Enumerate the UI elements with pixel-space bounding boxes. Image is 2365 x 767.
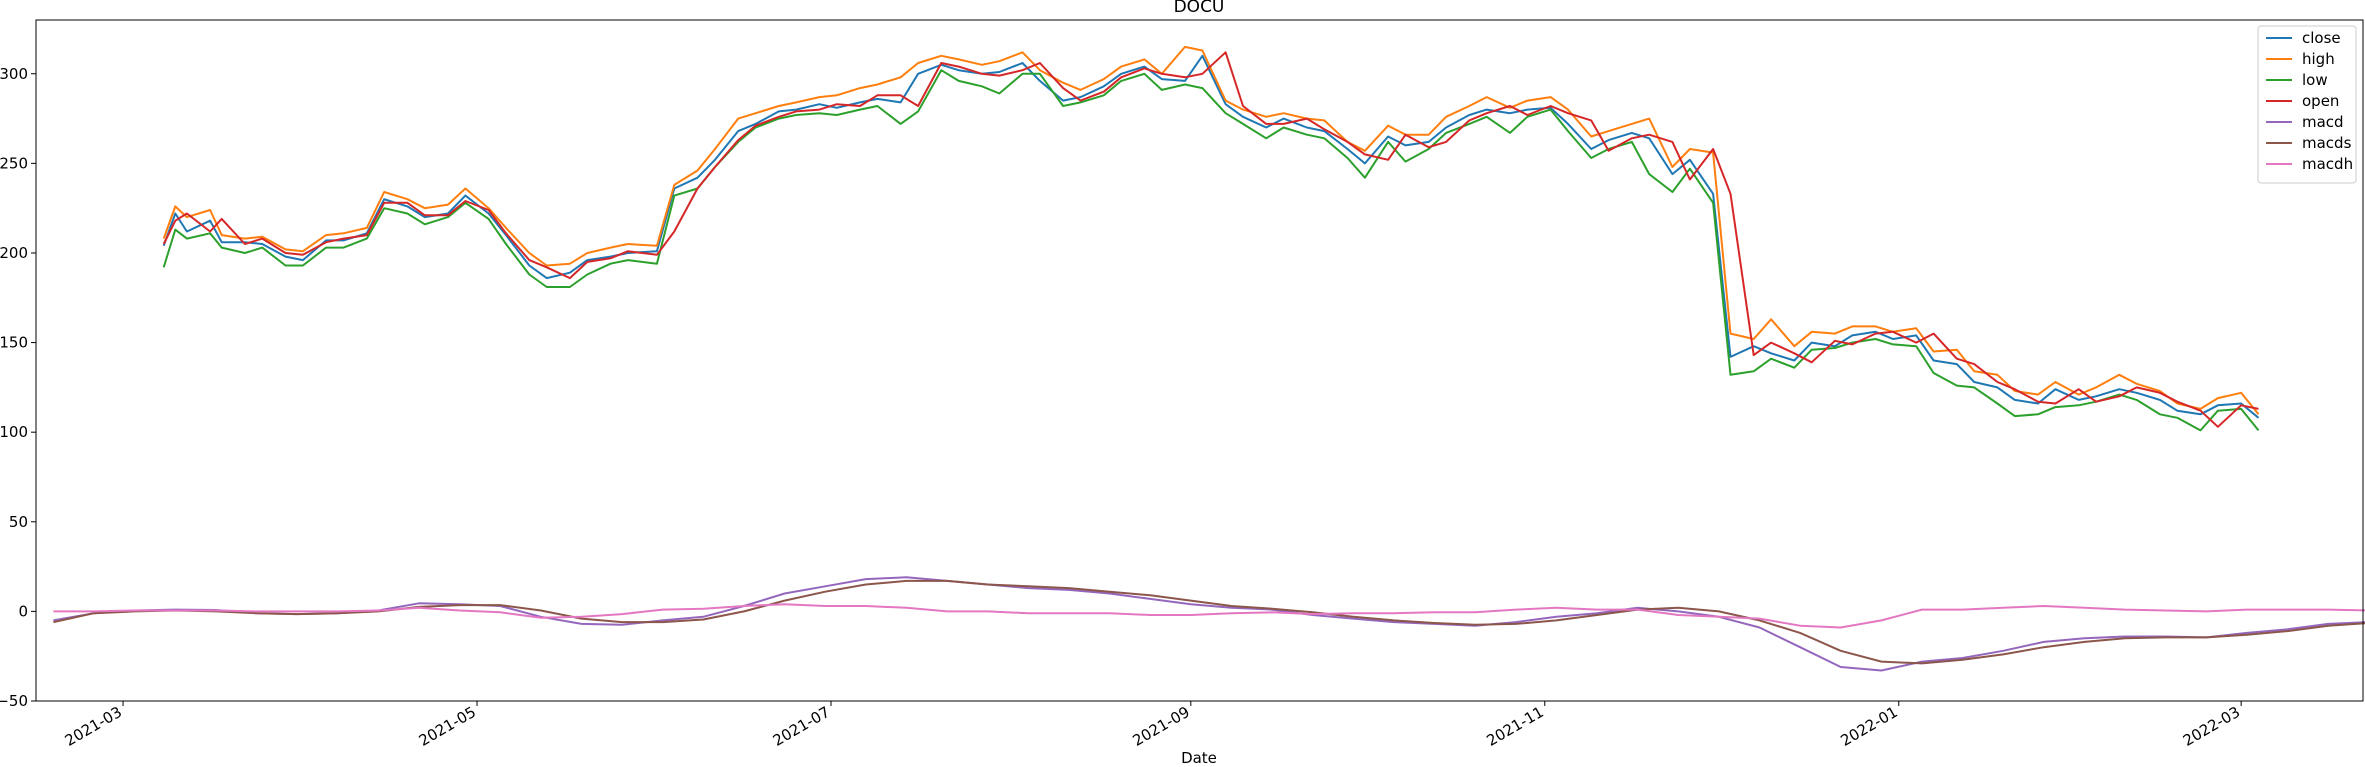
- legend-label-macd: macd: [2302, 113, 2344, 131]
- y-axis: −50 0 50 100 150 200 250 300: [0, 65, 36, 710]
- y-tick-label: 100: [0, 423, 28, 441]
- legend-label-open: open: [2302, 92, 2339, 110]
- series-line-high: [162, 45, 2260, 415]
- y-tick-label: −50: [0, 692, 28, 710]
- y-tick-label: 200: [0, 244, 28, 262]
- x-axis-label: Date: [1181, 749, 1217, 767]
- series-line-macdh: [53, 603, 2365, 629]
- y-tick-label: 0: [18, 602, 28, 620]
- legend-label-high: high: [2302, 50, 2335, 68]
- series-layer: [53, 45, 2365, 672]
- y-tick-label: 150: [0, 334, 28, 352]
- legend-label-macds: macds: [2302, 134, 2352, 152]
- series-line-macd: [53, 576, 2365, 672]
- y-tick-label: 250: [0, 154, 28, 172]
- series-line-close: [162, 54, 2260, 419]
- series-line-open: [162, 51, 2259, 428]
- series-line-low: [162, 69, 2260, 432]
- y-tick-label: 300: [0, 65, 28, 83]
- legend-label-macdh: macdh: [2302, 155, 2353, 173]
- chart-title: DOCU: [1174, 0, 1225, 17]
- plot-frame: [35, 19, 2364, 702]
- series-line-macds: [53, 579, 2365, 665]
- y-tick-label: 50: [9, 513, 28, 531]
- legend: close high low open macd macds macdh: [2257, 25, 2357, 184]
- legend-label-close: close: [2302, 29, 2341, 47]
- legend-label-low: low: [2302, 71, 2328, 89]
